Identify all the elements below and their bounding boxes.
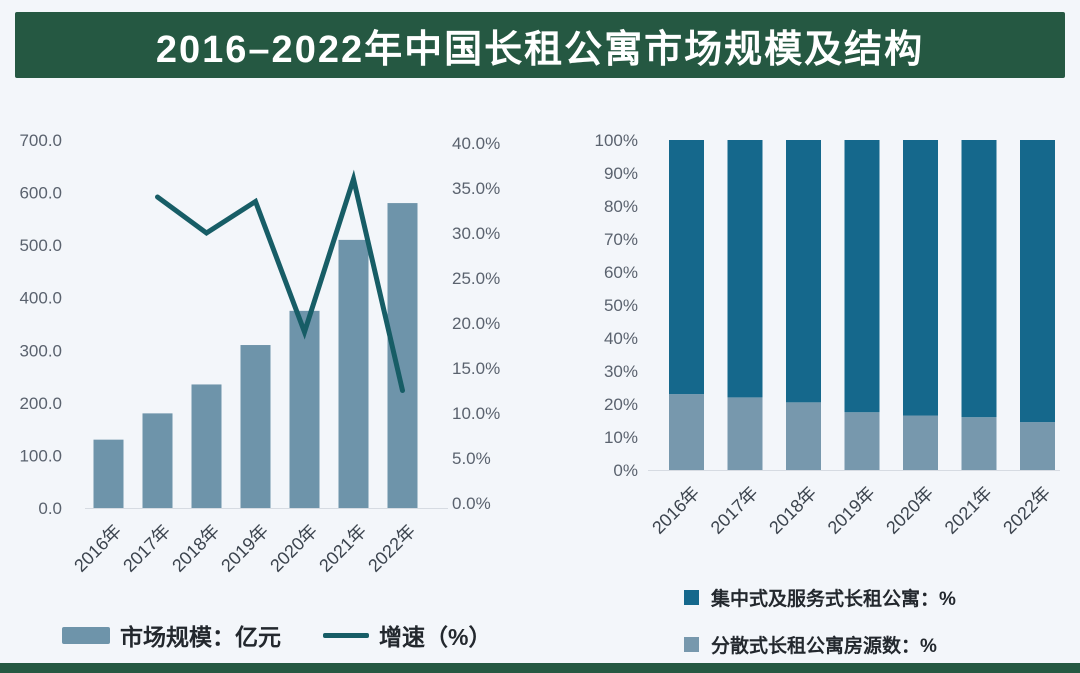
- market-size-bar: [142, 413, 173, 508]
- decentralized-segment: [903, 415, 938, 470]
- y-right-tick-label: 40.0%: [452, 134, 500, 153]
- x-axis-label: 2017年: [119, 521, 174, 576]
- title-banner: 2016–2022年中国长租公寓市场规模及结构: [15, 12, 1065, 78]
- x-axis-label: 2019年: [217, 521, 272, 576]
- footer-strip: [0, 663, 1080, 673]
- market-size-bar: [240, 345, 271, 508]
- legend-item-growth-rate: 增速（%）: [323, 618, 491, 652]
- y-axis-tick-label: 10%: [604, 428, 638, 447]
- market-size-bar: [289, 310, 320, 508]
- y-axis-tick-label: 0%: [613, 461, 638, 480]
- y-axis-tick-label: 50%: [604, 296, 638, 315]
- y-left-tick-label: 0.0: [38, 499, 62, 518]
- y-right-tick-label: 30.0%: [452, 224, 500, 243]
- x-axis-label: 2016年: [70, 521, 125, 576]
- right-chart-legend: 集中式及服务式长租公寓：% 分散式长租公寓房源数：%: [684, 584, 956, 658]
- legend-item-decentralized: 分散式长租公寓房源数：%: [684, 631, 956, 658]
- x-axis-label: 2018年: [765, 483, 820, 538]
- centralized-segment: [961, 140, 997, 418]
- y-axis-tick-label: 100%: [595, 131, 638, 150]
- legend-item-centralized: 集中式及服务式长租公寓：%: [684, 584, 956, 611]
- centralized-segment: [844, 140, 880, 413]
- growth-rate-line: [155, 169, 405, 393]
- y-right-tick-label: 35.0%: [452, 179, 500, 198]
- line-swatch-icon: [323, 632, 369, 638]
- decentralized-segment: [669, 394, 704, 470]
- x-axis-label: 2017年: [707, 483, 762, 538]
- page-title: 2016–2022年中国长租公寓市场规模及结构: [155, 28, 925, 71]
- dark-square-swatch-icon: [684, 590, 699, 605]
- market-size-bar: [338, 239, 369, 508]
- legend-label-market-size: 市场规模：亿元: [120, 624, 281, 650]
- centralized-segment: [669, 140, 704, 395]
- decentralized-segment: [844, 412, 880, 470]
- market-size-bar: [93, 439, 124, 508]
- legend-label-centralized: 集中式及服务式长租公寓：%: [711, 589, 956, 610]
- y-right-tick-label: 20.0%: [452, 314, 500, 333]
- x-axis-label: 2018年: [168, 521, 223, 576]
- y-left-tick-label: 500.0: [19, 236, 62, 255]
- y-right-tick-label: 0.0%: [452, 494, 491, 513]
- bar-swatch-icon: [62, 626, 110, 644]
- legend-item-market-size: 市场规模：亿元: [62, 618, 281, 652]
- x-axis-label: 2020年: [882, 483, 937, 538]
- decentralized-segment: [1020, 422, 1055, 470]
- centralized-segment: [1020, 140, 1055, 423]
- y-left-tick-label: 700.0: [19, 131, 62, 150]
- y-axis-tick-label: 30%: [604, 362, 638, 381]
- y-axis-tick-label: 60%: [604, 263, 638, 282]
- market-size-bar: [191, 384, 222, 508]
- centralized-segment: [903, 140, 938, 416]
- decentralized-segment: [961, 417, 997, 470]
- y-axis-tick-label: 70%: [604, 230, 638, 249]
- structure-stacked-chart: 100%90%80%70%60%50%40%30%20%10%0%2016年 20…: [595, 131, 1060, 538]
- x-axis-label: 2020年: [266, 521, 321, 576]
- y-axis-tick-label: 20%: [604, 395, 638, 414]
- y-left-tick-label: 300.0: [19, 341, 62, 360]
- y-axis-tick-label: 40%: [604, 329, 638, 348]
- x-axis-label: 2021年: [315, 521, 370, 576]
- centralized-segment: [786, 140, 821, 403]
- y-right-tick-label: 25.0%: [452, 269, 500, 288]
- y-left-tick-label: 400.0: [19, 289, 62, 308]
- x-axis-label: 2021年: [941, 483, 996, 538]
- y-left-tick-label: 100.0: [19, 446, 62, 465]
- legend-label-growth-rate: 增速（%）: [379, 624, 492, 650]
- y-axis-tick-label: 90%: [604, 164, 638, 183]
- decentralized-segment: [727, 397, 763, 470]
- left-chart-legend: 市场规模：亿元 增速（%）: [62, 618, 491, 652]
- y-left-tick-label: 600.0: [19, 184, 62, 203]
- legend-label-decentralized: 分散式长租公寓房源数：%: [711, 636, 937, 657]
- x-axis-label: 2016年: [648, 483, 703, 538]
- x-axis-label: 2019年: [824, 483, 879, 538]
- y-right-tick-label: 10.0%: [452, 404, 500, 423]
- y-left-tick-label: 200.0: [19, 394, 62, 413]
- y-right-tick-label: 5.0%: [452, 449, 491, 468]
- centralized-segment: [727, 140, 763, 398]
- market-size-combo-chart: 700.0 600.0 500.0 400.0 300.0 200.0 100.0 0.0 40…: [19, 131, 500, 576]
- x-axis-label: 2022年: [999, 483, 1054, 538]
- y-right-tick-label: 15.0%: [452, 359, 500, 378]
- decentralized-segment: [786, 402, 821, 470]
- light-square-swatch-icon: [684, 637, 699, 652]
- y-axis-tick-label: 80%: [604, 197, 638, 216]
- x-axis-label: 2022年: [364, 521, 419, 576]
